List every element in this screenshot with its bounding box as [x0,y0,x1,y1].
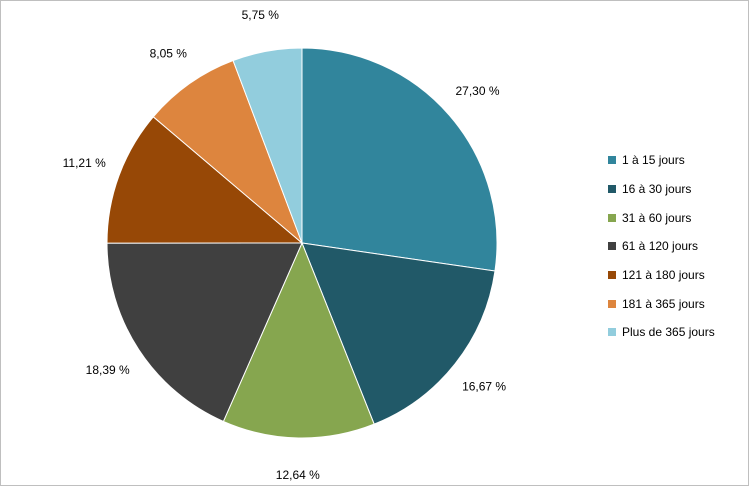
legend-item: 61 à 120 jours [608,232,715,261]
legend-label: 181 à 365 jours [622,296,705,311]
pie-slice [301,47,498,272]
legend-label: 121 à 180 jours [622,268,705,283]
pie-slice [222,241,375,439]
legend-swatch [608,242,616,251]
pie-slice [106,116,304,244]
legend-swatch [608,213,616,222]
legend-item: 121 à 180 jours [608,261,715,290]
legend-swatch [608,271,616,280]
legend-label: Plus de 365 jours [622,325,715,340]
legend-item: 31 à 60 jours [608,203,715,232]
legend-label: 16 à 30 jours [622,182,692,197]
pie-slice [232,47,303,244]
legend-swatch [608,328,616,337]
pie-slice [106,242,303,423]
legend-swatch [608,156,616,165]
legend-item: 1 à 15 jours [608,146,715,175]
legend-item: Plus de 365 jours [608,318,715,347]
data-labels: 27,30 % 16,67 % 12,64 % 18,39 % 11,21 % 8,05 … [63,8,507,482]
data-label: 12,64 % [276,468,320,482]
legend-swatch [608,185,616,194]
data-label: 11,21 % [63,156,106,170]
legend-swatch [608,299,616,308]
legend-label: 61 à 120 jours [622,239,699,254]
data-label: 5,75 % [242,8,280,22]
data-label: 27,30 % [455,84,499,98]
data-label: 8,05 % [150,46,188,60]
legend-item: 16 à 30 jours [608,175,715,204]
legend-label: 1 à 15 jours [622,153,685,168]
pie-slice [152,59,304,245]
legend-label: 31 à 60 jours [622,210,692,225]
pie-slice [301,242,496,425]
data-label: 18,39 % [86,363,130,377]
pie-slices [106,47,498,439]
data-label: 16,67 % [462,380,506,394]
legend: 1 à 15 jours 16 à 30 jours 31 à 60 jours… [608,146,715,347]
legend-item: 181 à 365 jours [608,289,715,318]
